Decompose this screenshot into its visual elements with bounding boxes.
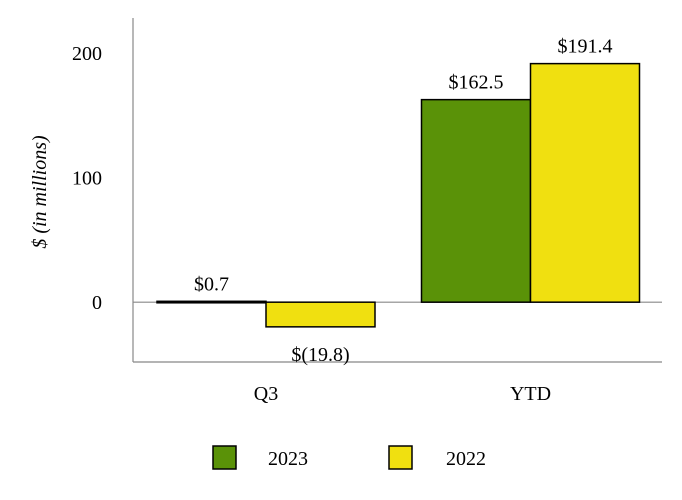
y-tick-label: 0 xyxy=(92,292,102,314)
y-axis-label: $ (in millions) xyxy=(29,135,51,249)
y-tick-label: 200 xyxy=(72,43,102,65)
bar-2023-YTD xyxy=(420,98,532,303)
legend-swatch-2022 xyxy=(388,445,413,470)
legend-label-2023: 2023 xyxy=(268,448,308,470)
data-label: $162.5 xyxy=(449,72,504,94)
data-label: $0.7 xyxy=(194,273,229,295)
data-label: $191.4 xyxy=(558,36,613,58)
bar-2023-Q3 xyxy=(156,300,267,304)
data-label: $(19.8) xyxy=(291,344,349,366)
bars xyxy=(156,62,641,328)
x-tick-label: Q3 xyxy=(254,383,278,405)
legend-label-2022: 2022 xyxy=(446,448,486,470)
legend: 2023 2022 xyxy=(212,445,486,470)
bar-2022-Q3 xyxy=(265,301,376,328)
data-labels: $0.7 $(19.8) $162.5 $191.4 xyxy=(194,36,613,366)
bar-2022-YTD xyxy=(529,62,641,303)
legend-swatch-2023 xyxy=(212,445,237,470)
x-tick-label: YTD xyxy=(510,383,551,405)
y-tick-label: 100 xyxy=(72,168,102,190)
